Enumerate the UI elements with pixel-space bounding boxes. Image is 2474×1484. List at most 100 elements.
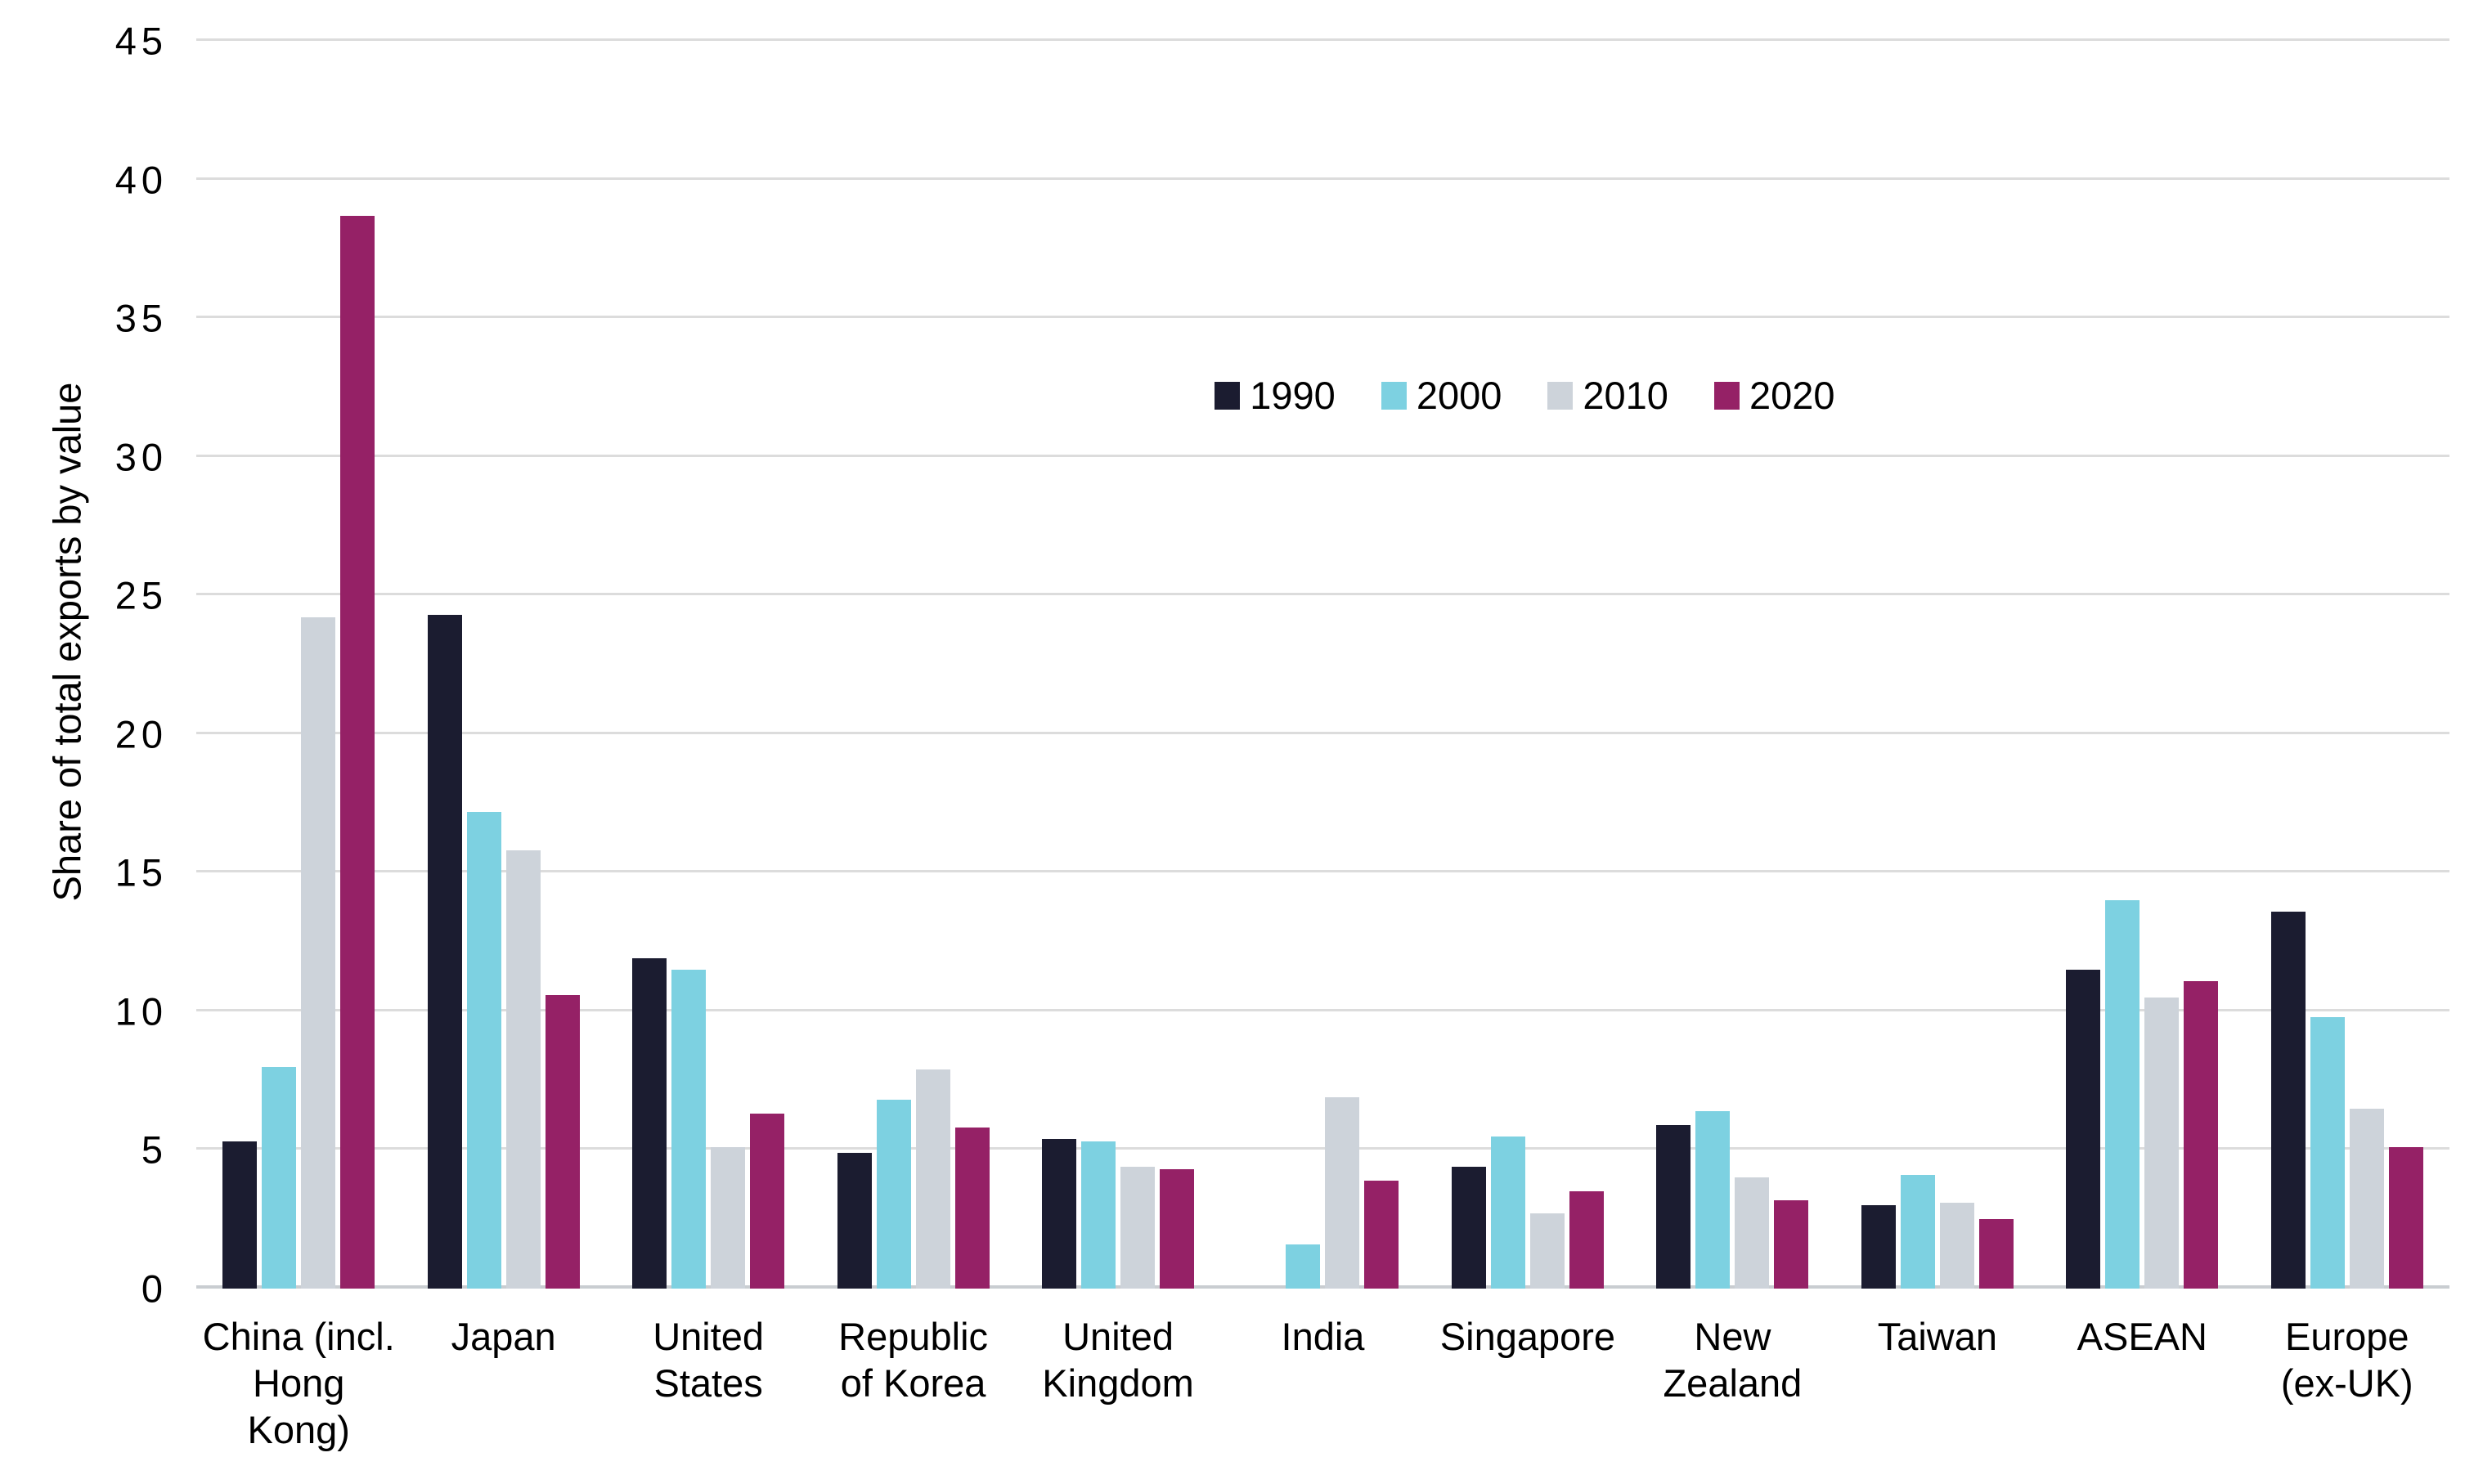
bar-group	[1016, 41, 1220, 1289]
bar-2010	[2144, 997, 2180, 1289]
legend-label: 2010	[1583, 374, 1668, 418]
gridline	[196, 870, 2449, 873]
x-category-label: Taiwan	[1835, 1313, 2040, 1453]
bar-2010	[301, 617, 336, 1289]
gridline	[196, 177, 2449, 180]
bar-groups	[196, 41, 2449, 1289]
x-category-label: New Zealand	[1630, 1313, 1834, 1453]
bar-group	[401, 41, 605, 1289]
bar-2010	[1529, 1213, 1565, 1289]
x-category-label: Japan	[401, 1313, 605, 1453]
bar-1990	[1861, 1205, 1896, 1289]
x-category-label-line: (ex-UK)	[2280, 1361, 2413, 1405]
x-category-label-line: Hong	[253, 1361, 345, 1405]
legend-label: 2000	[1416, 374, 1502, 418]
legend-swatch-2010	[1547, 381, 1574, 410]
x-category-label-line: of Korea	[840, 1361, 986, 1405]
x-category-label-line: Japan	[451, 1315, 556, 1358]
legend-item: 2000	[1381, 376, 1502, 415]
bar-2000	[262, 1066, 297, 1289]
bar-group	[1630, 41, 1834, 1289]
bar-group	[810, 41, 1015, 1289]
bar-2020	[545, 994, 580, 1289]
bar-2020	[2388, 1147, 2423, 1289]
legend-label: 2020	[1749, 374, 1835, 418]
bar-2000	[466, 811, 501, 1289]
bar-2000	[876, 1100, 911, 1289]
gridline	[196, 454, 2449, 457]
legend-swatch-2000	[1381, 381, 1407, 410]
bar-group	[1220, 41, 1425, 1289]
x-category-label-line: China (incl.	[202, 1315, 395, 1358]
bar-1990	[837, 1152, 872, 1289]
bar-2020	[1364, 1180, 1399, 1289]
x-category-label: United Kingdom	[1016, 1313, 1220, 1453]
legend-swatch-2020	[1713, 381, 1740, 410]
bar-2010	[1939, 1202, 1974, 1289]
y-tick-label: 40	[114, 158, 168, 202]
bar-2000	[2105, 900, 2140, 1289]
gridline	[196, 593, 2449, 596]
y-tick-label: 35	[114, 296, 168, 340]
bar-2010	[1120, 1166, 1156, 1289]
legend-label: 1990	[1250, 374, 1336, 418]
bar-group	[1835, 41, 2040, 1289]
bar-group	[2245, 41, 2449, 1289]
bar-1990	[2066, 970, 2101, 1289]
x-category-label-line: States	[653, 1361, 763, 1405]
bar-2010	[1325, 1097, 1360, 1289]
bar-group	[196, 41, 401, 1289]
bar-1990	[427, 614, 462, 1289]
bar-1990	[632, 958, 667, 1289]
bar-1990	[1042, 1138, 1077, 1289]
bar-1990	[222, 1141, 258, 1289]
gridline	[196, 38, 2449, 41]
bar-2010	[915, 1069, 950, 1289]
bar-2020	[1160, 1169, 1195, 1289]
legend-item: 2020	[1713, 374, 1835, 418]
x-category-label: ASEAN	[2040, 1313, 2244, 1453]
y-axis-tick-labels: 0 5 10 15 20 25 30 35 40 45	[0, 22, 168, 1308]
x-category-label-line: Europe	[2284, 1315, 2409, 1358]
y-tick-label: 25	[114, 573, 168, 617]
bar-2000	[1490, 1136, 1525, 1289]
bar-1990	[1451, 1166, 1486, 1289]
bar-2000	[671, 970, 707, 1289]
x-category-label: India	[1220, 1313, 1425, 1453]
bar-2000	[1286, 1244, 1321, 1289]
plot-area: 1990 2000 2010 2020	[196, 38, 2449, 1289]
x-category-label-line: United	[653, 1315, 765, 1358]
x-category-label-line: Kong)	[247, 1408, 350, 1451]
legend-item: 2010	[1547, 376, 1668, 415]
y-tick-label: 10	[114, 989, 168, 1033]
x-category-label-line: Taiwan	[1877, 1315, 1997, 1358]
y-tick-label: 5	[141, 1128, 168, 1172]
bar-group	[2040, 41, 2244, 1289]
bar-2000	[2310, 1016, 2345, 1289]
x-category-label-line: India	[1281, 1315, 1365, 1358]
y-tick-label: 20	[114, 712, 168, 756]
y-tick-label: 15	[114, 850, 168, 894]
bar-2020	[954, 1128, 990, 1289]
x-category-label-line: New	[1694, 1315, 1771, 1358]
x-category-label-line: United	[1062, 1315, 1174, 1358]
x-category-label-line: Republic	[838, 1315, 989, 1358]
bar-2010	[1735, 1177, 1770, 1289]
bar-group	[1426, 41, 1630, 1289]
bar-2010	[711, 1147, 746, 1289]
bar-2000	[1900, 1174, 1935, 1289]
x-category-label-line: Zealand	[1663, 1361, 1803, 1405]
x-category-label: Europe (ex-UK)	[2245, 1313, 2449, 1453]
bar-2000	[1081, 1141, 1116, 1289]
x-category-label-line: Singapore	[1439, 1315, 1616, 1358]
x-category-label-line: Kingdom	[1042, 1361, 1194, 1405]
gridline	[196, 1008, 2449, 1011]
bar-2020	[1978, 1219, 2014, 1289]
bar-2020	[2184, 980, 2219, 1289]
y-tick-label: 45	[114, 19, 168, 63]
gridline	[196, 731, 2449, 734]
gridline	[196, 1147, 2449, 1150]
y-tick-label: 0	[141, 1267, 168, 1311]
x-category-label: Singapore	[1426, 1313, 1630, 1453]
